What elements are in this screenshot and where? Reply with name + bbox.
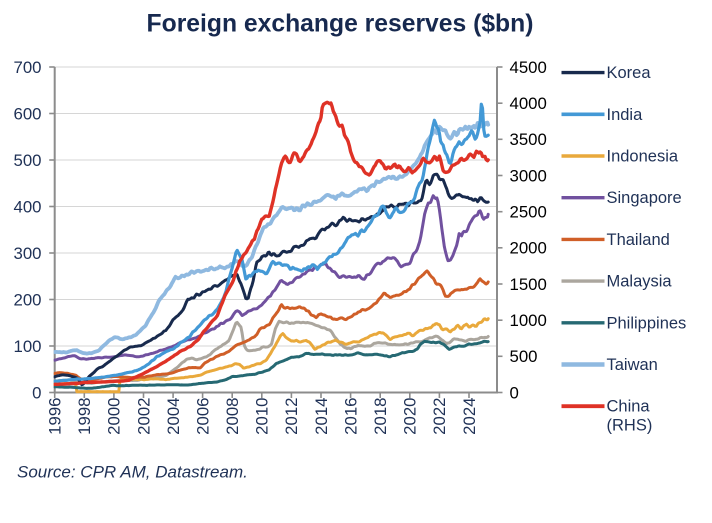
svg-text:2008: 2008 [223, 398, 242, 435]
svg-text:200: 200 [14, 290, 42, 309]
svg-text:400: 400 [14, 197, 42, 216]
svg-text:500: 500 [14, 151, 42, 170]
svg-text:500: 500 [510, 347, 538, 366]
svg-text:Foreign exchange reserves ($bn: Foreign exchange reserves ($bn) [147, 11, 534, 38]
svg-text:0: 0 [32, 383, 41, 402]
svg-text:China: China [607, 398, 651, 416]
svg-text:Taiwan: Taiwan [607, 356, 658, 374]
svg-text:600: 600 [14, 104, 42, 123]
svg-text:Indonesia: Indonesia [607, 148, 679, 166]
svg-text:Philippines: Philippines [607, 314, 687, 332]
svg-text:2016: 2016 [341, 398, 360, 435]
svg-text:300: 300 [14, 244, 42, 263]
svg-text:Thailand: Thailand [607, 231, 670, 249]
svg-text:2012: 2012 [282, 398, 301, 435]
svg-text:2002: 2002 [134, 398, 153, 435]
svg-text:1000: 1000 [510, 311, 547, 330]
svg-text:2018: 2018 [371, 398, 390, 435]
svg-text:2010: 2010 [253, 398, 272, 435]
svg-text:Source: CPR AM, Datastream.: Source: CPR AM, Datastream. [17, 463, 248, 482]
svg-text:Singapore: Singapore [607, 189, 682, 207]
svg-text:4500: 4500 [510, 58, 547, 77]
svg-text:(RHS): (RHS) [607, 417, 653, 435]
svg-text:2500: 2500 [510, 203, 547, 222]
svg-text:700: 700 [14, 58, 42, 77]
svg-text:Korea: Korea [607, 64, 652, 82]
svg-text:2004: 2004 [164, 398, 183, 435]
svg-text:2000: 2000 [510, 239, 547, 258]
svg-text:0: 0 [510, 383, 519, 402]
svg-text:1996: 1996 [46, 398, 65, 435]
svg-text:1998: 1998 [75, 398, 94, 435]
svg-text:2020: 2020 [401, 398, 420, 435]
svg-text:2000: 2000 [105, 398, 124, 435]
svg-text:India: India [607, 106, 644, 124]
svg-text:100: 100 [14, 337, 42, 356]
svg-text:2022: 2022 [430, 398, 449, 435]
svg-text:4000: 4000 [510, 94, 547, 113]
svg-text:3000: 3000 [510, 166, 547, 185]
svg-text:2024: 2024 [460, 398, 479, 435]
svg-text:Malaysia: Malaysia [607, 273, 673, 291]
svg-text:2014: 2014 [312, 398, 331, 435]
svg-text:2006: 2006 [193, 398, 212, 435]
svg-text:1500: 1500 [510, 275, 547, 294]
svg-text:3500: 3500 [510, 130, 547, 149]
